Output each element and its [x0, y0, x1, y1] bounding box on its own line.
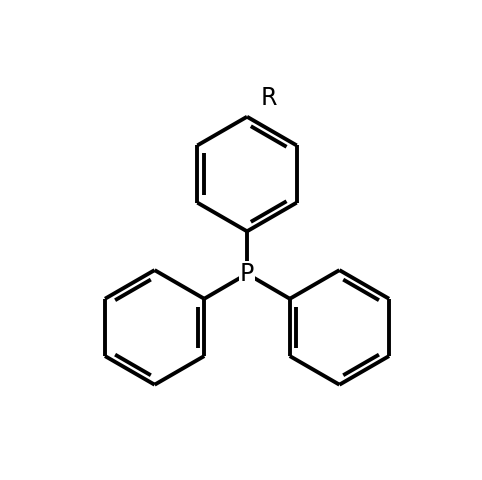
Text: R: R: [261, 86, 278, 110]
Text: P: P: [240, 262, 254, 286]
